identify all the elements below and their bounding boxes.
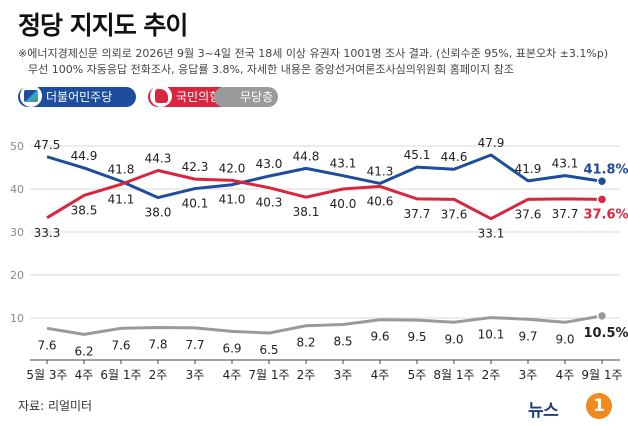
x-tick-label: 6월 1주 <box>100 368 141 382</box>
x-tick-label: 4주 <box>371 368 390 382</box>
series-line-0 <box>46 153 603 200</box>
people-power-party-logo-icon <box>150 85 172 107</box>
x-tick-label: 3주 <box>519 368 538 382</box>
data-label: 6.2 <box>74 344 93 358</box>
data-label: 6.9 <box>222 341 241 355</box>
data-label: 44.3 <box>145 152 172 166</box>
data-label: 37.6 <box>441 207 468 221</box>
x-tick-label: 2주 <box>482 368 501 382</box>
data-label: 7.6 <box>111 338 130 352</box>
data-label: 33.1 <box>478 227 505 241</box>
legend-label: 국민의힘 <box>176 90 221 104</box>
data-label: 43.0 <box>256 157 283 171</box>
data-label: 45.1 <box>404 148 431 162</box>
data-label: 44.6 <box>441 150 468 164</box>
x-tick-label: 4주 <box>75 368 94 382</box>
page-title: 정당 지지도 추이 <box>18 11 188 40</box>
data-label: 41.0 <box>219 193 246 207</box>
data-label: 37.6% <box>583 207 628 222</box>
y-tick-label: 40 <box>10 183 24 196</box>
legend-label: 더불어민주당 <box>46 90 113 104</box>
legend-item-people-power-party: 국민의힘 <box>148 85 230 107</box>
series-line-1 <box>46 169 603 221</box>
survey-note-line: ※에너지경제신문 의뢰로 2026년 9월 3~4일 전국 18세 이상 유권자… <box>18 47 609 60</box>
data-label: 7.7 <box>185 338 204 352</box>
x-tick-label: 7월 1주 <box>248 368 289 382</box>
data-label: 38.1 <box>293 205 320 219</box>
survey-note-line: 무선 100% 자동응답 전화조사, 응답률 3.8%, 자세한 내용은 중앙선… <box>28 63 514 76</box>
x-tick-label: 4주 <box>223 368 242 382</box>
data-label: 41.1 <box>108 192 135 206</box>
data-label: 41.8 <box>108 162 135 176</box>
data-label: 42.3 <box>182 160 209 174</box>
data-label: 10.1 <box>478 328 505 342</box>
y-tick-label: 50 <box>10 140 24 153</box>
data-label: 47.5 <box>34 138 61 152</box>
data-label: 43.1 <box>330 157 357 171</box>
data-label: 37.7 <box>552 207 579 221</box>
data-label: 42.0 <box>219 161 246 175</box>
data-label: 9.0 <box>555 332 574 346</box>
legend-label: 무당층 <box>240 90 274 104</box>
data-label: 37.6 <box>515 207 542 221</box>
data-label: 8.2 <box>296 336 315 350</box>
x-tick-label: 2주 <box>149 368 168 382</box>
source-credit: 자료: 리얼미터 <box>18 399 93 413</box>
data-point <box>596 194 608 205</box>
data-label: 44.9 <box>71 149 98 163</box>
data-label: 38.0 <box>145 206 172 220</box>
x-tick-label: 2주 <box>297 368 316 382</box>
data-label: 38.5 <box>71 203 98 217</box>
data-label: 6.5 <box>259 343 278 357</box>
data-label: 44.8 <box>293 149 320 163</box>
data-label: 43.1 <box>552 157 579 171</box>
data-label: 40.3 <box>256 196 283 210</box>
data-label: 40.1 <box>182 197 209 211</box>
data-label: 10.5% <box>583 326 628 341</box>
data-label: 40.6 <box>367 194 394 208</box>
survey-notes: ※에너지경제신문 의뢰로 2026년 9월 3~4일 전국 18세 이상 유권자… <box>18 46 608 78</box>
x-tick-label: 5주 <box>408 368 427 382</box>
legend-item-democratic-party: 더불어민주당 <box>18 85 136 107</box>
y-tick-label: 30 <box>10 226 24 239</box>
x-tick-label: 8월 1주 <box>433 368 474 382</box>
data-label: 9.0 <box>444 332 463 346</box>
x-tick-label: 3주 <box>334 368 353 382</box>
y-tick-label: 10 <box>10 312 24 325</box>
data-label: 7.6 <box>37 338 56 352</box>
data-point <box>596 176 608 187</box>
legend-item-independent: 무당층 <box>214 87 278 107</box>
data-label: 37.7 <box>404 207 431 221</box>
data-label: 9.5 <box>407 330 426 344</box>
data-label: 9.6 <box>370 330 389 344</box>
x-tick-label: 3주 <box>186 368 205 382</box>
series-line-2 <box>46 314 603 336</box>
data-label: 47.9 <box>478 136 505 150</box>
logo-badge: 1 <box>586 393 612 419</box>
y-tick-label: 20 <box>10 269 24 282</box>
data-label: 7.8 <box>148 337 167 351</box>
data-label: 9.7 <box>518 329 537 343</box>
x-tick-label: 4주 <box>556 368 575 382</box>
democratic-party-logo-icon <box>20 85 42 107</box>
data-label: 33.3 <box>34 226 61 240</box>
data-label: 41.9 <box>515 162 542 176</box>
data-label: 8.5 <box>333 334 352 348</box>
data-point <box>596 310 608 322</box>
x-tick-label: 5월 3주 <box>26 368 67 382</box>
x-tick-label: 9월 1주 <box>581 368 622 382</box>
data-label: 41.8% <box>583 162 628 177</box>
data-label: 41.3 <box>367 164 394 178</box>
news1-logo: 뉴스 1 <box>528 392 620 421</box>
data-label: 40.0 <box>330 197 357 211</box>
logo-text: 뉴스 <box>528 401 559 421</box>
